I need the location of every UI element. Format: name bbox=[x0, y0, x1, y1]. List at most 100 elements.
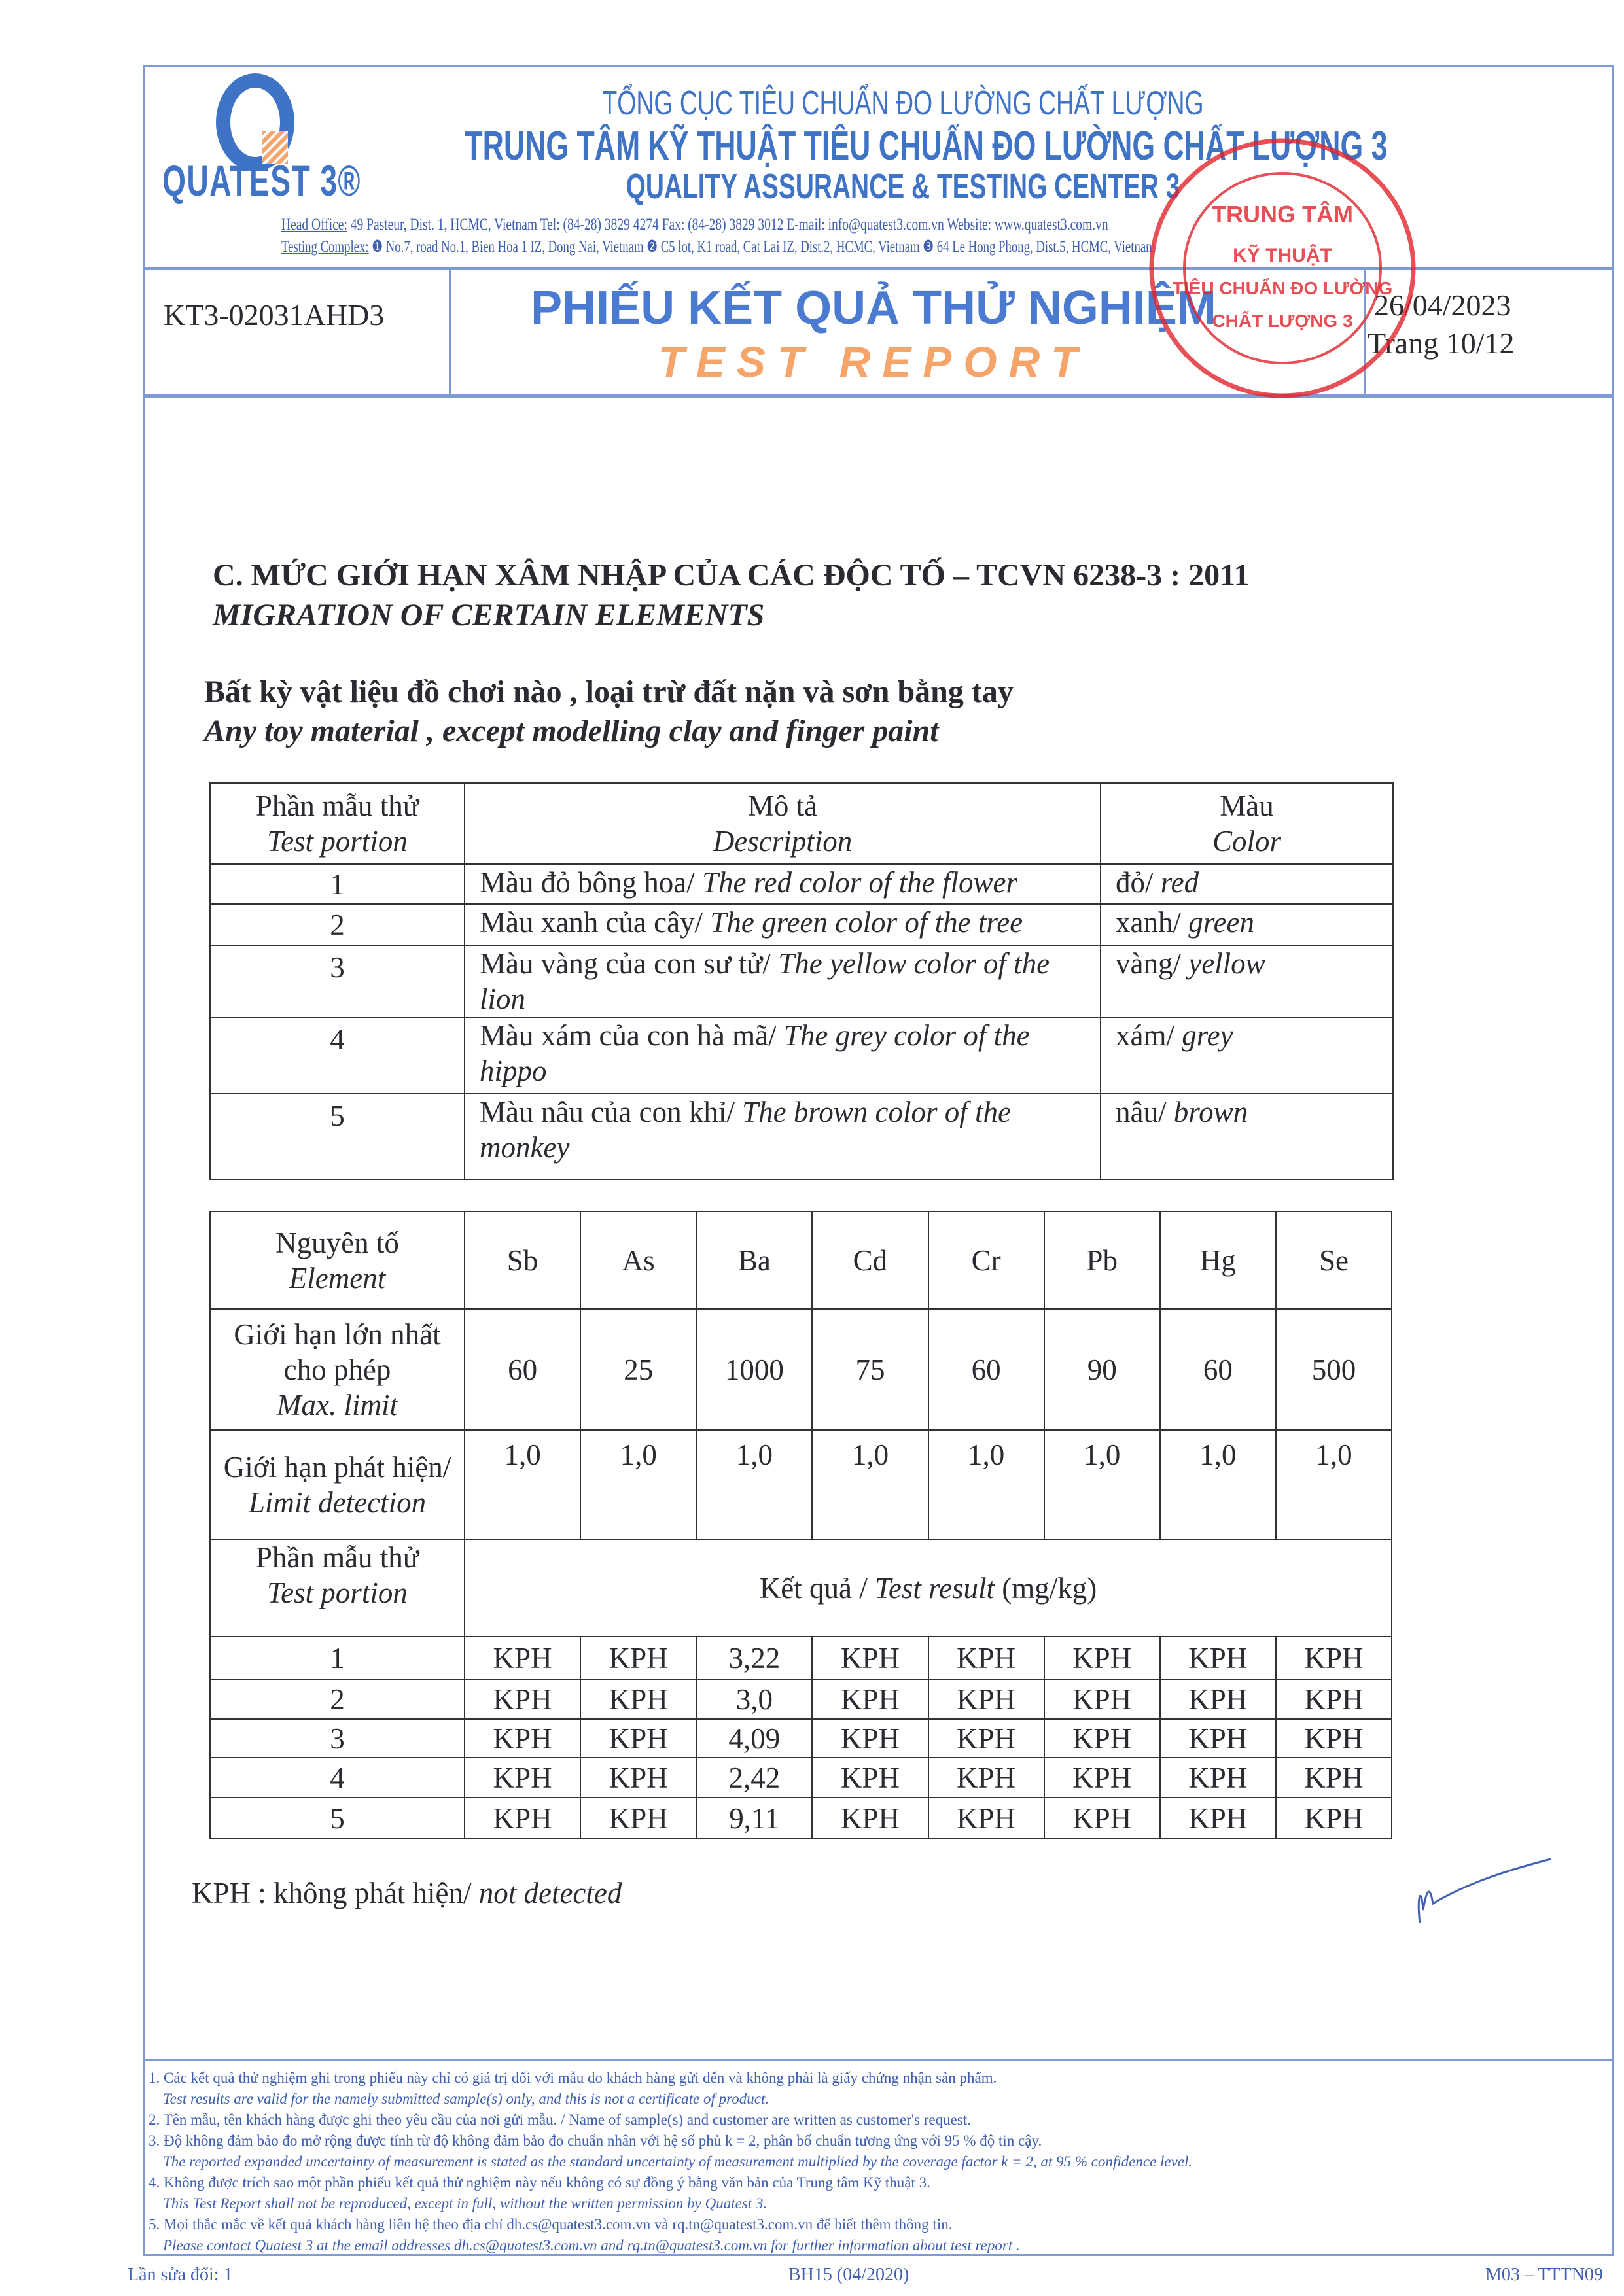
result-value: KPH bbox=[1275, 1797, 1393, 1839]
result-value: KPH bbox=[811, 1797, 929, 1839]
scope-vn: Bất kỳ vật liệu đồ chơi nào , loại trừ đ… bbox=[204, 674, 1014, 709]
color: vàng/ yellow bbox=[1100, 945, 1394, 1018]
report-title-vn: PHIẾU KẾT QUẢ THỬ NGHIỆM bbox=[531, 282, 1216, 334]
detection-limit-value: 1,0 bbox=[696, 1429, 813, 1540]
results-table: Nguyên tố Element Sb As Ba Cd Cr Pb Hg Se Giới hạ… bbox=[209, 1211, 1393, 1839]
table-row: 3 KPH KPH 4,09 KPH KPH KPH KPH KPH bbox=[209, 1718, 1393, 1758]
element-symbol: Cr bbox=[927, 1211, 1045, 1310]
max-limit-value: 1000 bbox=[696, 1308, 813, 1431]
doc-code: M03 – TTTN09 bbox=[1485, 2265, 1603, 2285]
max-limit-value: 500 bbox=[1275, 1308, 1393, 1431]
portion-no: 3 bbox=[209, 945, 465, 1018]
result-value: 4,09 bbox=[696, 1718, 813, 1758]
result-value: KPH bbox=[1159, 1679, 1277, 1720]
max-limit-value: 60 bbox=[1159, 1308, 1277, 1431]
portion-no: 1 bbox=[209, 1636, 465, 1680]
head-office-text: 49 Pasteur, Dist. 1, HCMC, Vietnam Tel: … bbox=[350, 216, 1108, 234]
note-vn: 1. Các kết quả thử nghiệm ghi trong phiế… bbox=[149, 2070, 997, 2086]
element-symbol: As bbox=[580, 1211, 697, 1310]
header-description: Mô tả Description bbox=[464, 782, 1101, 865]
result-value: 2,42 bbox=[696, 1757, 813, 1798]
portion-no: 2 bbox=[209, 1679, 465, 1720]
result-value: KPH bbox=[580, 1797, 697, 1839]
result-value: KPH bbox=[463, 1718, 582, 1758]
scope-en: Any toy material , except modelling clay… bbox=[204, 714, 939, 748]
table-row: 4 KPH KPH 2,42 KPH KPH KPH KPH KPH bbox=[209, 1757, 1393, 1798]
result-value: KPH bbox=[1043, 1757, 1161, 1798]
description: Màu xám của con hà mã/ The grey color of… bbox=[464, 1017, 1101, 1094]
table-row: 4 Màu xám của con hà mã/ The grey color o… bbox=[209, 1017, 1394, 1094]
result-value: 9,11 bbox=[696, 1797, 813, 1839]
detection-limit-label: Giới hạn phát hiện/ Limit detection bbox=[209, 1429, 465, 1540]
head-office-line: Head Office: 49 Pasteur, Dist. 1, HCMC, … bbox=[281, 216, 1108, 234]
element-symbol: Pb bbox=[1043, 1211, 1161, 1310]
header-color: Màu Color bbox=[1100, 782, 1394, 865]
description: Màu nâu của con khỉ/ The brown color of … bbox=[464, 1093, 1101, 1180]
portion-no: 4 bbox=[209, 1017, 465, 1094]
signature-icon bbox=[1417, 1858, 1551, 1924]
color: xám/ grey bbox=[1100, 1017, 1394, 1094]
result-value: 3,0 bbox=[696, 1679, 813, 1720]
portion-no: 1 bbox=[209, 863, 465, 905]
table-row: 3 Màu vàng của con sư tử/ The yellow colo… bbox=[209, 945, 1394, 1018]
agency-name: TỔNG CỤC TIÊU CHUẨN ĐO LƯỜNG CHẤT LƯỢNG bbox=[602, 84, 1204, 122]
max-limit-value: 90 bbox=[1043, 1308, 1161, 1431]
result-value: KPH bbox=[1043, 1636, 1161, 1680]
center-name-vn: TRUNG TÂM KỸ THUẬT TIÊU CHUẨN ĐO LƯỜNG C… bbox=[465, 124, 1388, 169]
max-limit-value: 25 bbox=[580, 1308, 697, 1431]
element-symbol: Ba bbox=[696, 1211, 813, 1310]
element-symbol: Sb bbox=[463, 1211, 582, 1310]
svg-text:KỸ THUẬT: KỸ THUẬT bbox=[1233, 244, 1332, 266]
result-value: KPH bbox=[580, 1718, 697, 1758]
detection-limit-value: 1,0 bbox=[1159, 1429, 1277, 1540]
color: nâu/ brown bbox=[1100, 1093, 1394, 1180]
result-value: KPH bbox=[1275, 1636, 1393, 1680]
note-vn: 3. Độ không đảm bảo đo mở rộng được tính… bbox=[149, 2132, 1042, 2149]
page-frame bbox=[143, 65, 1614, 2256]
detection-limit-value: 1,0 bbox=[580, 1429, 697, 1540]
table-row: 1 Màu đỏ bông hoa/ The red color of the f… bbox=[209, 863, 1394, 905]
note-vn: 4. Không được trích sao một phần phiếu k… bbox=[149, 2174, 930, 2191]
head-office-label: Head Office: bbox=[281, 216, 347, 234]
revision: Lần sửa đổi: 1 bbox=[128, 2265, 233, 2285]
svg-text:TRUNG TÂM: TRUNG TÂM bbox=[1212, 200, 1353, 228]
report-title-en: TEST REPORT bbox=[658, 338, 1089, 386]
result-value: KPH bbox=[927, 1679, 1045, 1720]
portion-no: 3 bbox=[209, 1718, 465, 1758]
portion-no: 2 bbox=[209, 903, 465, 946]
cell-divider bbox=[1364, 269, 1366, 396]
report-number: KT3-02031AHD3 bbox=[164, 298, 385, 332]
official-stamp-icon: TRUNG TÂM KỸ THUẬT TIÊU CHUẨN ĐO LƯỜNG C… bbox=[1149, 138, 1416, 398]
element-label: Nguyên tố Element bbox=[209, 1211, 465, 1310]
max-limit-value: 60 bbox=[927, 1308, 1045, 1431]
element-symbol: Se bbox=[1275, 1211, 1393, 1310]
table-row: 1 KPH KPH 3,22 KPH KPH KPH KPH KPH bbox=[209, 1636, 1393, 1680]
description: Màu đỏ bông hoa/ The red color of the fl… bbox=[464, 863, 1101, 905]
header-bottom-rule bbox=[143, 394, 1614, 398]
color: xanh/ green bbox=[1100, 903, 1394, 946]
table-row: 2 KPH KPH 3,0 KPH KPH KPH KPH KPH bbox=[209, 1679, 1393, 1720]
max-limit-row: Giới hạn lớn nhất cho phép Max. limit 60 25… bbox=[209, 1308, 1393, 1431]
result-value: KPH bbox=[1043, 1679, 1161, 1720]
result-value: KPH bbox=[1159, 1636, 1277, 1680]
svg-text:TIÊU CHUẨN ĐO LƯỜNG: TIÊU CHUẨN ĐO LƯỜNG bbox=[1173, 278, 1392, 298]
result-value: KPH bbox=[1275, 1679, 1393, 1720]
result-value: KPH bbox=[580, 1636, 697, 1680]
table-row: 5 Màu nâu của con khỉ/ The brown color of… bbox=[209, 1093, 1394, 1180]
result-value: KPH bbox=[1159, 1797, 1277, 1839]
result-value: KPH bbox=[1159, 1718, 1277, 1758]
section-title-vn: C. MỨC GIỚI HẠN XÂM NHẬP CỦA CÁC ĐỘC TỐ … bbox=[213, 558, 1250, 593]
cell-divider bbox=[449, 269, 451, 396]
header-test-portion: Phần mẫu thử Test portion bbox=[209, 782, 465, 865]
notes-box: 1. Các kết quả thử nghiệm ghi trong phiế… bbox=[143, 2059, 1614, 2255]
note-en: This Test Report shall not be reproduced… bbox=[163, 2195, 768, 2212]
result-value: KPH bbox=[927, 1636, 1045, 1680]
detection-limit-value: 1,0 bbox=[1275, 1429, 1393, 1540]
element-symbol: Cd bbox=[811, 1211, 929, 1310]
detection-limit-value: 1,0 bbox=[463, 1429, 582, 1540]
result-value: KPH bbox=[811, 1679, 929, 1720]
result-value: KPH bbox=[927, 1797, 1045, 1839]
report-date: 26/04/2023 bbox=[1374, 288, 1511, 322]
result-value: KPH bbox=[811, 1718, 929, 1758]
color: đỏ/ red bbox=[1100, 863, 1394, 905]
